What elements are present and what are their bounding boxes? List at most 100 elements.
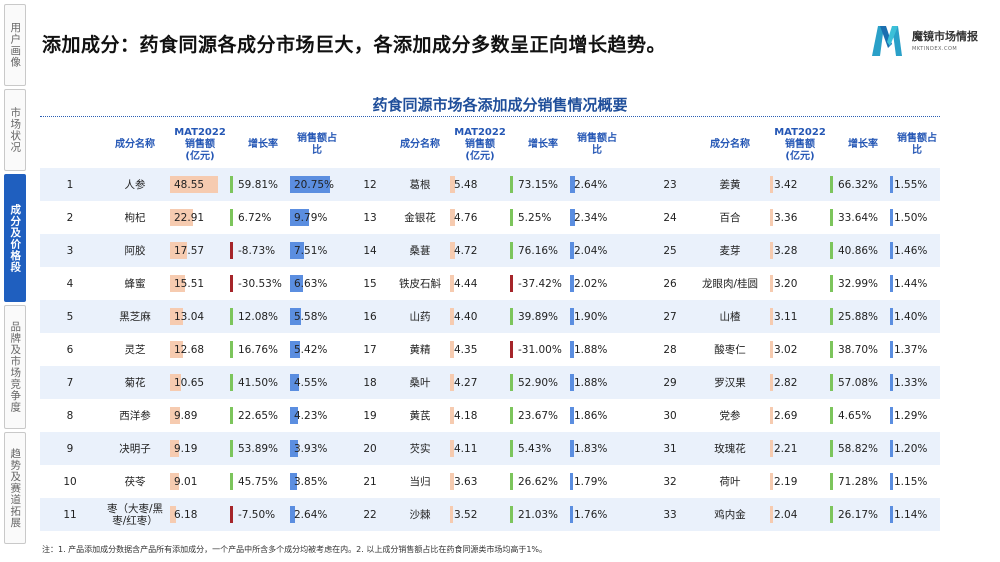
share-bar xyxy=(570,308,574,325)
growth-marker xyxy=(230,440,233,457)
row-group: 33 鸡内金 2.04 26.17% 1.14% xyxy=(650,498,940,531)
share-value: 1.29% xyxy=(894,409,928,422)
sales-cell: 6.18 xyxy=(170,498,230,531)
row-group: 27 山楂 3.11 25.88% 1.40% xyxy=(650,300,940,333)
growth-marker xyxy=(510,407,513,424)
growth-cell: -30.53% xyxy=(230,267,288,300)
rank-cell: 12 xyxy=(363,178,377,191)
ingredient-name: 龙眼肉/桂圆 xyxy=(701,277,759,290)
share-cell: 1.37% xyxy=(888,333,940,366)
share-value: 20.75% xyxy=(294,178,335,191)
row-group: 8 西洋参 9.89 22.65% 4.23% xyxy=(40,399,350,432)
row-group: 9 决明子 9.19 53.89% 3.93% xyxy=(40,432,350,465)
share-cell: 1.86% xyxy=(568,399,620,432)
share-cell: 1.44% xyxy=(888,267,940,300)
ingredient-name: 百合 xyxy=(719,211,741,224)
growth-cell: 52.90% xyxy=(510,366,568,399)
sales-cell: 4.44 xyxy=(450,267,510,300)
side-tab-ingredients-price[interactable]: 成分及价格段 xyxy=(4,174,26,302)
sales-cell: 2.82 xyxy=(770,366,830,399)
header-sales-line3: (亿元) xyxy=(185,151,215,162)
sales-value: 3.63 xyxy=(454,475,478,488)
growth-marker xyxy=(230,374,233,391)
rank-cell: 17 xyxy=(363,343,377,356)
growth-cell: 66.32% xyxy=(830,168,888,201)
row-group: 20 芡实 4.11 5.43% 1.83% xyxy=(350,432,650,465)
sales-value: 15.51 xyxy=(174,277,205,290)
sales-bar xyxy=(770,275,773,292)
growth-value: 53.89% xyxy=(238,442,279,455)
share-value: 1.88% xyxy=(574,343,608,356)
share-cell: 2.34% xyxy=(568,201,620,234)
sales-cell: 2.19 xyxy=(770,465,830,498)
growth-marker xyxy=(230,506,233,523)
growth-marker xyxy=(830,407,833,424)
growth-cell: 40.86% xyxy=(830,234,888,267)
row-group: 16 山药 4.40 39.89% 1.90% xyxy=(350,300,650,333)
sales-cell: 3.36 xyxy=(770,201,830,234)
share-cell: 5.42% xyxy=(288,333,340,366)
row-group: 19 黄芪 4.18 23.67% 1.86% xyxy=(350,399,650,432)
growth-cell: 57.08% xyxy=(830,366,888,399)
header-sales-line1: MAT2022 xyxy=(774,127,826,138)
growth-cell: 38.70% xyxy=(830,333,888,366)
sales-cell: 3.52 xyxy=(450,498,510,531)
share-value: 7.51% xyxy=(294,244,328,257)
share-bar xyxy=(290,275,303,292)
growth-marker xyxy=(830,440,833,457)
sales-cell: 2.04 xyxy=(770,498,830,531)
sales-bar xyxy=(170,374,181,391)
share-bar xyxy=(890,275,893,292)
growth-value: 59.81% xyxy=(238,178,279,191)
growth-value: 22.65% xyxy=(238,409,279,422)
sales-cell: 4.40 xyxy=(450,300,510,333)
sales-cell: 9.89 xyxy=(170,399,230,432)
rank-cell: 21 xyxy=(363,475,377,488)
table-row: 8 西洋参 9.89 22.65% 4.23% 19 黄芪 4.18 23.67% 1.86% 30… xyxy=(40,399,940,432)
footnote: 注：1. 产品添加成分数据含产品所有添加成分，一个产品中所含多个成分均被考虑在内… xyxy=(42,545,548,554)
sales-bar xyxy=(450,176,455,193)
share-bar xyxy=(290,308,301,325)
header-sales-line2: 销售额 xyxy=(785,139,815,150)
sales-value: 3.02 xyxy=(774,343,798,356)
growth-cell: 6.72% xyxy=(230,201,288,234)
rank-cell: 7 xyxy=(66,376,74,389)
growth-value: 33.64% xyxy=(838,211,879,224)
header-sales-line1: MAT2022 xyxy=(454,127,506,138)
row-group: 7 菊花 10.65 41.50% 4.55% xyxy=(40,366,350,399)
ingredient-name: 人参 xyxy=(124,178,146,191)
sales-cell: 3.28 xyxy=(770,234,830,267)
share-value: 1.88% xyxy=(574,376,608,389)
table-row: 3 阿胶 17.57 -8.73% 7.51% 14 桑葚 4.72 76.16% 2.04% 25… xyxy=(40,234,940,267)
share-value: 4.55% xyxy=(294,376,328,389)
side-tab-brand-competition[interactable]: 品牌及市场竞争度 xyxy=(4,305,26,429)
sales-bar xyxy=(170,176,218,193)
side-tab-market-status[interactable]: 市场状况 xyxy=(4,89,26,171)
rank-cell: 25 xyxy=(663,244,677,257)
share-bar xyxy=(290,242,304,259)
growth-value: 23.67% xyxy=(518,409,559,422)
growth-marker xyxy=(510,242,513,259)
side-tab-user-profile[interactable]: 用户画像 xyxy=(4,4,26,86)
sales-cell: 4.35 xyxy=(450,333,510,366)
sales-bar xyxy=(770,407,773,424)
share-bar xyxy=(890,242,893,259)
row-group: 2 枸杞 22.91 6.72% 9.79% xyxy=(40,201,350,234)
side-tab-trend-track[interactable]: 趋势及赛道拓展 xyxy=(4,432,26,544)
growth-marker xyxy=(830,275,833,292)
ingredients-table: 成分名称 MAT2022 销售额 (亿元) 增长率 销售额占比 成分名称 MAT2022 销售额… xyxy=(40,122,940,531)
share-cell: 2.02% xyxy=(568,267,620,300)
sales-cell: 5.48 xyxy=(450,168,510,201)
rank-cell: 23 xyxy=(663,178,677,191)
table-row: 10 茯苓 9.01 45.75% 3.85% 21 当归 3.63 26.62% 1.79% 32… xyxy=(40,465,940,498)
sales-cell: 3.42 xyxy=(770,168,830,201)
sales-value: 3.20 xyxy=(774,277,798,290)
share-value: 1.20% xyxy=(894,442,928,455)
sales-value: 13.04 xyxy=(174,310,205,323)
share-cell: 1.29% xyxy=(888,399,940,432)
header-sales: MAT2022 销售额 (亿元) xyxy=(450,122,510,168)
share-cell: 1.15% xyxy=(888,465,940,498)
sales-bar xyxy=(450,440,454,457)
growth-marker xyxy=(830,473,833,490)
sales-cell: 2.69 xyxy=(770,399,830,432)
